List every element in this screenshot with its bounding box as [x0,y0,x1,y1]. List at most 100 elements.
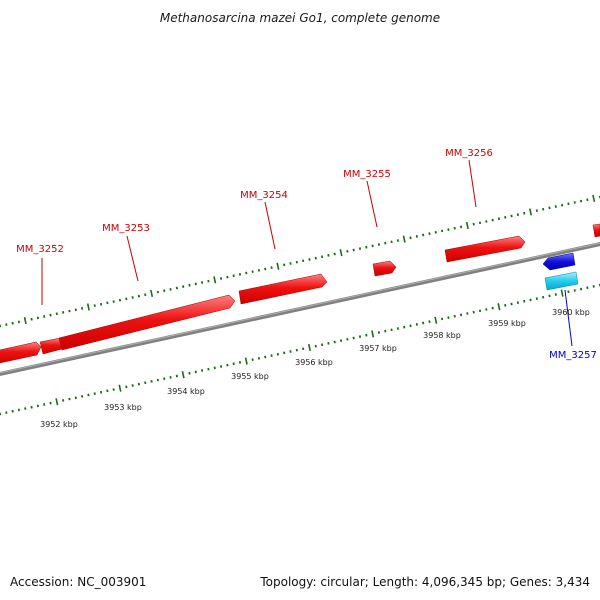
minor-tick [251,358,254,362]
major-tick [55,398,59,406]
major-tick [23,316,27,325]
minor-tick [131,296,134,299]
minor-tick [106,389,109,393]
ruler-label: 3954 kbp [167,387,205,396]
gene-arrow[interactable] [58,294,236,351]
minor-tick [11,409,14,413]
gene-arrow[interactable] [372,260,397,277]
minor-tick [573,289,576,292]
minor-tick [440,317,444,321]
minor-tick [144,381,147,385]
minor-tick [592,284,595,288]
gene-mm-3257[interactable] [542,252,579,291]
minor-tick [586,286,589,290]
map-title: Methanosarcina mazei Go1, complete genom… [160,11,440,25]
minor-tick [403,325,406,329]
minor-tick [163,289,166,293]
minor-tick [74,396,77,400]
minor-tick [5,323,8,327]
minor-tick [68,309,71,313]
minor-tick [188,283,191,287]
minor-tick [36,404,40,408]
minor-tick [24,407,27,410]
minor-tick [207,279,210,283]
minor-tick [289,350,292,353]
minor-tick [491,218,494,222]
major-tick [118,384,122,392]
minor-tick [226,363,229,367]
minor-tick [194,282,197,286]
gene-arrow[interactable] [592,223,600,238]
minor-tick [226,275,229,279]
minor-tick [99,302,103,306]
gene-arrow[interactable] [39,337,63,355]
gene-arrow[interactable] [542,252,576,271]
gene-arrow[interactable] [238,273,328,305]
minor-tick [377,243,381,246]
minor-tick [264,267,267,271]
minor-tick [327,254,330,257]
minor-tick [93,392,96,395]
rna-feature[interactable] [544,271,579,291]
minor-tick [232,362,235,366]
minor-tick [365,245,368,249]
label-connector [564,289,573,347]
minor-tick [276,352,280,356]
major-tick [244,357,248,365]
gene-mm-3256[interactable] [444,235,526,263]
gene-label: MM_3257 [549,350,597,361]
minor-tick [510,302,513,306]
minor-tick [396,239,400,242]
minor-tick [283,263,286,267]
gene-arrow[interactable] [0,341,42,364]
minor-tick [93,304,96,307]
minor-tick [339,339,343,343]
minor-tick [49,313,52,317]
major-tick [371,330,375,338]
gene-mm-3254[interactable] [238,273,328,305]
minor-tick [295,260,298,264]
minor-tick [579,199,583,203]
minor-tick [358,335,362,338]
minor-tick [30,405,33,409]
minor-tick [118,298,122,302]
gene-mm-3255[interactable] [372,260,397,277]
minor-tick [200,369,204,372]
minor-tick [384,329,387,333]
minor-tick [415,323,418,326]
minor-tick [535,209,538,212]
major-tick [560,289,564,297]
minor-tick [390,240,393,244]
gene-mm-3252[interactable] [0,337,63,364]
minor-tick [112,388,115,391]
minor-tick [245,271,248,275]
minor-tick [358,247,362,250]
minor-tick [579,287,583,291]
minor-tick [542,295,545,299]
minor-tick [459,313,463,317]
minor-tick [320,343,324,347]
minor-tick [150,380,153,383]
gene-arrow[interactable] [444,235,526,263]
minor-tick [409,236,412,240]
major-tick [497,303,501,311]
minor-tick [542,207,545,211]
minor-tick [175,286,178,290]
minor-tick [516,213,520,217]
minor-tick [131,384,134,387]
minor-tick [440,229,444,233]
minor-tick [415,235,418,238]
major-tick [402,235,406,243]
minor-tick [346,249,349,253]
major-tick [465,221,469,230]
minor-tick [554,205,557,208]
minor-tick [333,252,336,256]
ruler-label: 3956 kbp [295,358,333,367]
minor-tick [219,365,223,368]
gene-mm-3253[interactable] [58,294,236,351]
minor-tick [219,277,223,280]
gene-partial-right[interactable] [592,223,600,238]
minor-tick [137,294,141,298]
minor-tick [62,399,65,402]
